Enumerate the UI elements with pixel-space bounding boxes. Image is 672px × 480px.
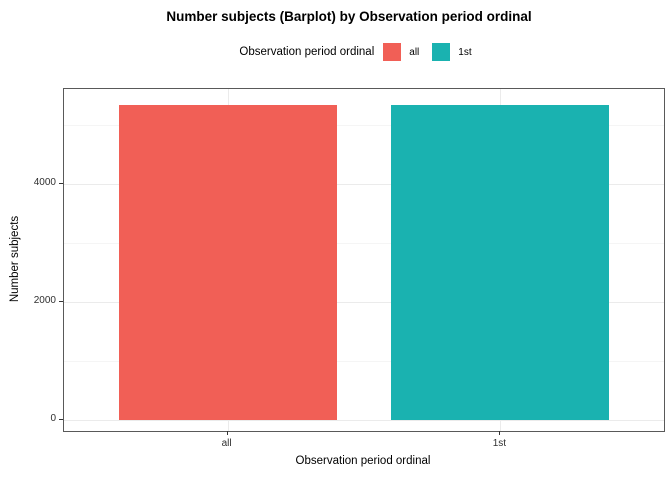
- x-tick-mark: [499, 431, 501, 435]
- plot-panel: [63, 88, 665, 432]
- y-axis-title: Number subjects: [9, 215, 21, 303]
- legend-swatch-icon: [432, 43, 451, 61]
- x-tick-mark: [226, 431, 228, 435]
- x-tick-label: 1st: [492, 438, 507, 449]
- y-tick-mark: [59, 182, 63, 184]
- legend-label: all: [409, 46, 420, 58]
- plot-title: Number subjects (Barplot) by Observation…: [166, 9, 532, 24]
- minor-gridline: [64, 124, 664, 126]
- legend: Observation period ordinal all 1st: [0, 41, 672, 63]
- bar-1st: [391, 104, 610, 420]
- major-gridline: [64, 301, 664, 303]
- bar-all: [118, 104, 337, 420]
- y-tick-label: 2000: [33, 294, 56, 306]
- y-tick-mark: [59, 418, 63, 420]
- y-tick-label: 4000: [33, 176, 56, 188]
- minor-gridline: [64, 360, 664, 362]
- y-tick-label: 0: [50, 412, 56, 424]
- y-tick-mark: [59, 300, 63, 302]
- legend-swatch-icon: [383, 43, 402, 61]
- major-gridline: [64, 419, 664, 421]
- major-gridline: [64, 183, 664, 185]
- x-axis-title: Observation period ordinal: [295, 455, 431, 467]
- legend-entries: all 1st: [383, 43, 484, 61]
- legend-entry-1st: 1st: [432, 43, 477, 61]
- legend-title: Observation period ordinal: [239, 46, 375, 58]
- legend-label: 1st: [458, 46, 472, 58]
- legend-entry-all: all: [383, 43, 425, 61]
- x-tick-label: all: [221, 438, 232, 449]
- minor-gridline: [64, 242, 664, 244]
